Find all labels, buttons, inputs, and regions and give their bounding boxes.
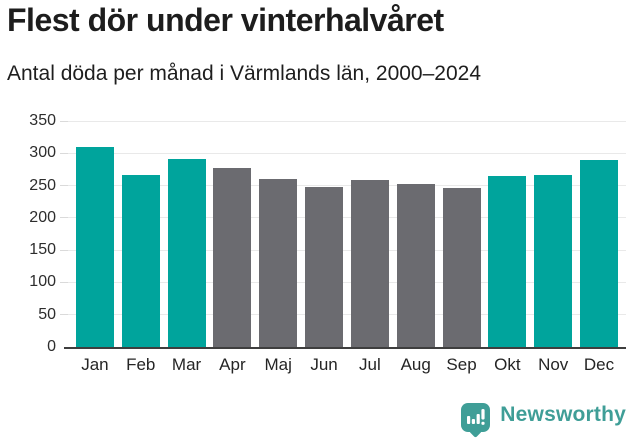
gridline-200: [68, 217, 626, 219]
y-tick-mark-350: [60, 120, 68, 122]
x-axis-label-maj: Maj: [264, 355, 292, 374]
bar-chart-plot-area: [60, 120, 626, 349]
bar-jul: [350, 180, 389, 347]
gridline-350: [68, 120, 626, 122]
logo-bars-glyph: [467, 409, 485, 425]
x-axis-line: [64, 346, 626, 349]
bar-slot-jun: [301, 121, 347, 347]
bar-mar: [167, 159, 206, 347]
bar-slot-sep: [439, 121, 485, 347]
y-axis-label-300: 300: [29, 144, 56, 162]
chart-subtitle: Antal döda per månad i Värmlands län, 20…: [7, 62, 481, 85]
bar-aug: [396, 184, 435, 347]
gridline-100: [68, 281, 626, 283]
y-axis-label-100: 100: [29, 273, 56, 291]
bar-slot-jan: [72, 121, 118, 347]
bar-chart-speech-bubble-icon: [461, 403, 491, 438]
x-axis-label-sep: Sep: [446, 355, 477, 374]
bar-jan: [75, 146, 114, 347]
x-axis-tick-labels: Jan Feb Mar Apr Maj Jun Jul Aug Sep Okt Nov Dec: [68, 355, 626, 375]
y-axis-label-200: 200: [29, 208, 56, 226]
y-axis-tick-labels: 0 50 100 150 200 250 300 350: [0, 112, 56, 355]
y-tick-mark-300: [60, 152, 68, 154]
bar-feb: [121, 174, 160, 347]
bar-slot-mar: [164, 121, 210, 347]
y-axis-label-350: 350: [29, 112, 56, 129]
x-axis-label-apr: Apr: [219, 355, 246, 374]
x-axis-label-jan: Jan: [81, 355, 109, 374]
bar-apr: [213, 168, 252, 347]
brand-name: Newsworthy: [500, 403, 626, 426]
bar-okt: [488, 175, 527, 347]
bar-sep: [442, 188, 481, 347]
y-tick-mark-250: [60, 185, 68, 187]
bar-slot-okt: [484, 121, 530, 347]
y-axis-label-0: 0: [47, 338, 56, 355]
y-tick-mark-200: [60, 217, 68, 219]
chart-title: Flest dör under vinterhalvåret: [7, 2, 444, 38]
y-tick-mark-150: [60, 249, 68, 251]
bar-slot-apr: [209, 121, 255, 347]
bars-container: [68, 121, 626, 347]
gridline-50: [68, 314, 626, 316]
bar-nov: [534, 175, 573, 347]
gridline-300: [68, 152, 626, 154]
bar-dec: [580, 159, 619, 347]
x-axis-label-jun: Jun: [310, 355, 338, 374]
y-axis-label-250: 250: [29, 176, 56, 194]
bar-maj: [259, 179, 298, 347]
x-axis-label-okt: Okt: [494, 355, 521, 374]
bar-slot-dec: [576, 121, 622, 347]
bar-slot-aug: [393, 121, 439, 347]
y-tick-mark-50: [60, 314, 68, 316]
x-axis-label-aug: Aug: [400, 355, 431, 374]
gridline-250: [68, 185, 626, 187]
bar-slot-jul: [347, 121, 393, 347]
y-axis-label-150: 150: [29, 241, 56, 259]
x-axis-label-nov: Nov: [538, 355, 569, 374]
gridline-150: [68, 249, 626, 251]
bar-slot-maj: [255, 121, 301, 347]
x-axis-label-mar: Mar: [171, 355, 202, 374]
newsworthy-logo: Newsworthy: [461, 400, 626, 438]
bar-jun: [305, 186, 344, 347]
y-axis-label-50: 50: [38, 305, 56, 323]
bar-slot-feb: [118, 121, 164, 347]
x-axis-label-dec: Dec: [583, 355, 615, 374]
x-axis-label-jul: Jul: [359, 355, 381, 374]
y-tick-mark-100: [60, 281, 68, 283]
bar-slot-nov: [530, 121, 576, 347]
x-axis-label-feb: Feb: [126, 355, 156, 374]
